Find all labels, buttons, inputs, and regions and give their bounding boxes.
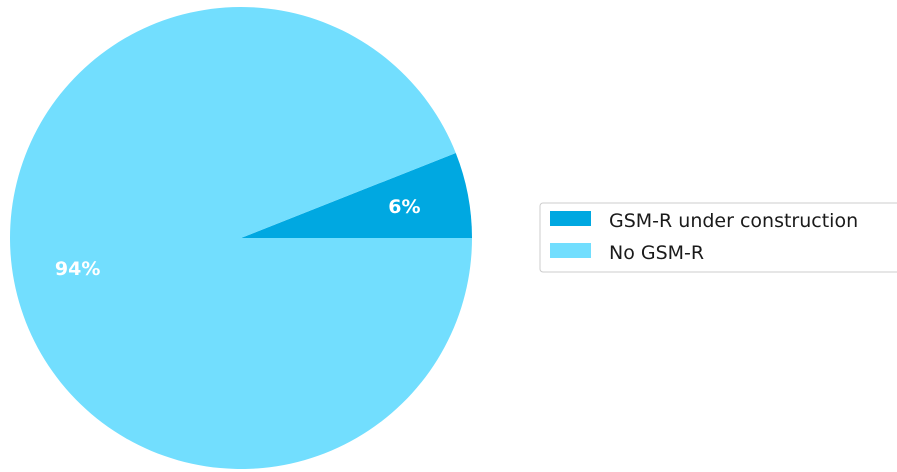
pie-label-gsm-r-under-construction: 6% — [388, 196, 420, 218]
legend-swatch-no-gsm-r — [550, 243, 591, 258]
legend-frame — [539, 202, 897, 273]
legend-swatch-gsm-r-under-construction — [550, 211, 591, 226]
pie-slice-gsm-r-under-construction — [241, 152, 472, 238]
legend-label-no-gsm-r: No GSM-R — [609, 242, 704, 264]
legend-label-gsm-r-under-construction: GSM-R under construction — [609, 210, 858, 232]
pie-slices — [10, 7, 473, 470]
pie-slice-no-gsm-r — [10, 7, 473, 470]
pie-slice-labels: 6% 94% — [55, 196, 421, 280]
pie-label-no-gsm-r: 94% — [55, 258, 100, 280]
legend: GSM-R under construction No GSM-R — [539, 202, 897, 273]
